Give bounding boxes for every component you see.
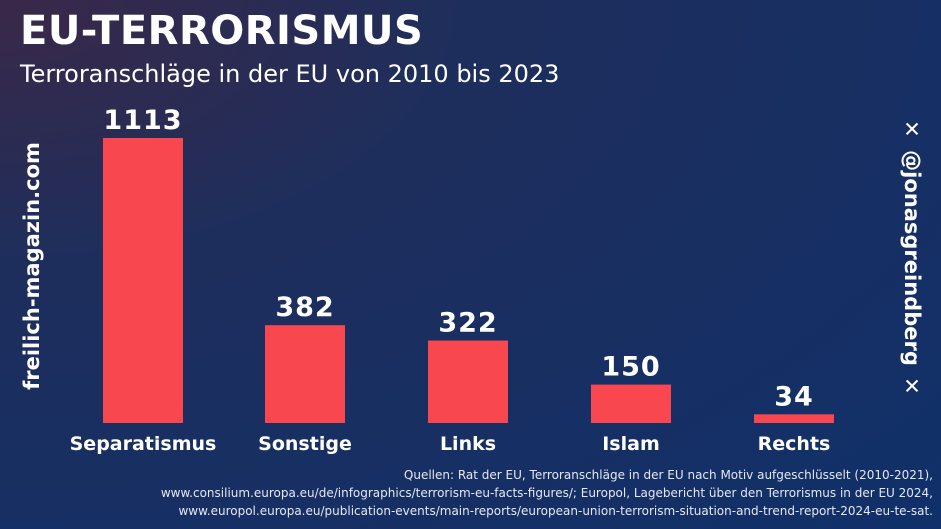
category-label-separatismus: Separatismus — [70, 433, 217, 455]
data-label-sonstige: 382 — [275, 292, 334, 323]
sources-line-3: www.europol.europa.eu/publication-events… — [178, 504, 933, 518]
data-label-separatismus: 1113 — [103, 105, 182, 136]
sources-note: Quellen: Rat der EU, Terroranschläge in … — [113, 466, 933, 520]
bar-rechts — [754, 414, 834, 423]
category-label-islam: Islam — [602, 433, 660, 455]
category-label-rechts: Rechts — [758, 433, 831, 455]
bar-sonstige — [265, 325, 345, 423]
data-label-islam: 150 — [601, 352, 660, 383]
bar-islam — [591, 384, 671, 423]
category-label-links: Links — [440, 433, 496, 455]
sources-line-1: Quellen: Rat der EU, Terroranschläge in … — [403, 468, 933, 482]
data-label-links: 322 — [438, 308, 497, 339]
data-label-rechts: 34 — [774, 381, 814, 412]
category-label-sonstige: Sonstige — [258, 433, 352, 455]
bar-links — [428, 340, 508, 423]
sources-line-2: www.consilium.europa.eu/de/infographics/… — [160, 486, 933, 500]
chart-title: EU-TERRORISMUS — [20, 8, 424, 54]
bar-separatismus — [103, 138, 183, 423]
chart-subtitle: Terroranschläge in der EU von 2010 bis 2… — [20, 60, 560, 88]
